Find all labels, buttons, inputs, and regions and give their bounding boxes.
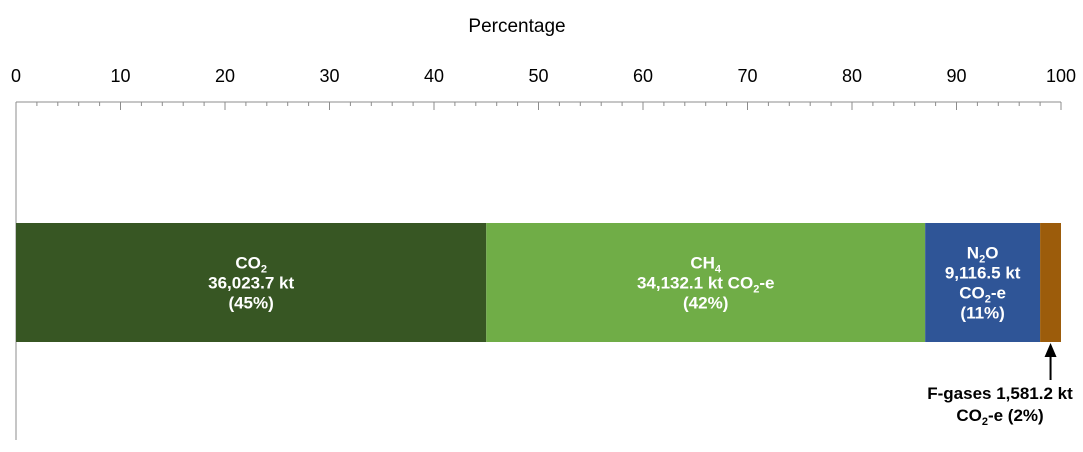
label-text: -e (2%) bbox=[988, 406, 1044, 425]
data-label-co2-line: (45%) bbox=[228, 294, 273, 313]
label-text: 34,132.1 kt CO bbox=[637, 274, 753, 293]
bar-segment-n2o bbox=[925, 223, 1041, 342]
label-text: 36,023.7 kt bbox=[208, 274, 294, 293]
x-tick-label: 60 bbox=[633, 66, 653, 86]
label-text: -e bbox=[991, 284, 1006, 303]
x-tick-label: 80 bbox=[842, 66, 862, 86]
data-label-n2o-line: N2O bbox=[967, 244, 999, 266]
x-tick-label: 20 bbox=[215, 66, 235, 86]
bar-segment-ch4 bbox=[486, 223, 926, 342]
data-label-ch4-line: (42%) bbox=[683, 294, 728, 313]
x-tick-label: 0 bbox=[11, 66, 21, 86]
label-text: 9,116.5 kt bbox=[945, 264, 1021, 283]
x-tick-label: 50 bbox=[528, 66, 548, 86]
callout-label-f-gases-line: F-gases 1,581.2 kt bbox=[927, 384, 1073, 403]
data-label-n2o-line: CO2-e bbox=[959, 284, 1006, 306]
subscript: 2 bbox=[982, 416, 988, 428]
label-text: CO bbox=[956, 406, 982, 425]
x-axis-title: Percentage bbox=[468, 16, 565, 37]
data-label-ch4-line: 34,132.1 kt CO2-e bbox=[637, 274, 775, 296]
bar-segment-co2 bbox=[16, 223, 487, 342]
x-tick-label: 70 bbox=[737, 66, 757, 86]
label-text: -e bbox=[759, 274, 774, 293]
label-text: CO bbox=[959, 284, 985, 303]
label-text: O bbox=[985, 244, 998, 263]
label-text: (45%) bbox=[228, 294, 273, 313]
subscript: 2 bbox=[985, 294, 991, 306]
subscript: 2 bbox=[979, 254, 985, 266]
x-tick-label: 100 bbox=[1046, 66, 1076, 86]
subscript: 4 bbox=[715, 264, 722, 276]
data-label-n2o-line: (11%) bbox=[960, 304, 1004, 323]
data-label-ch4-line: CH4 bbox=[690, 254, 722, 276]
x-tick-label: 90 bbox=[946, 66, 966, 86]
label-text: N bbox=[967, 244, 979, 263]
label-text: CO bbox=[235, 254, 261, 273]
label-text: F-gases 1,581.2 kt bbox=[927, 384, 1073, 403]
x-tick-label: 30 bbox=[319, 66, 339, 86]
subscript: 2 bbox=[753, 284, 759, 296]
x-tick-label: 40 bbox=[424, 66, 444, 86]
label-text: (11%) bbox=[960, 304, 1004, 323]
data-label-n2o-line: 9,116.5 kt bbox=[945, 264, 1021, 283]
callout-label-f-gases-line: CO2-e (2%) bbox=[956, 406, 1043, 428]
data-label-co2-line: 36,023.7 kt bbox=[208, 274, 294, 293]
label-text: (42%) bbox=[683, 294, 728, 313]
x-tick-label: 10 bbox=[110, 66, 130, 86]
data-label-co2-line: CO2 bbox=[235, 254, 267, 276]
bar-segment-f-gases bbox=[1040, 223, 1061, 342]
label-text: CH bbox=[690, 254, 715, 273]
callout-arrow-head bbox=[1044, 343, 1057, 357]
subscript: 2 bbox=[261, 264, 267, 276]
